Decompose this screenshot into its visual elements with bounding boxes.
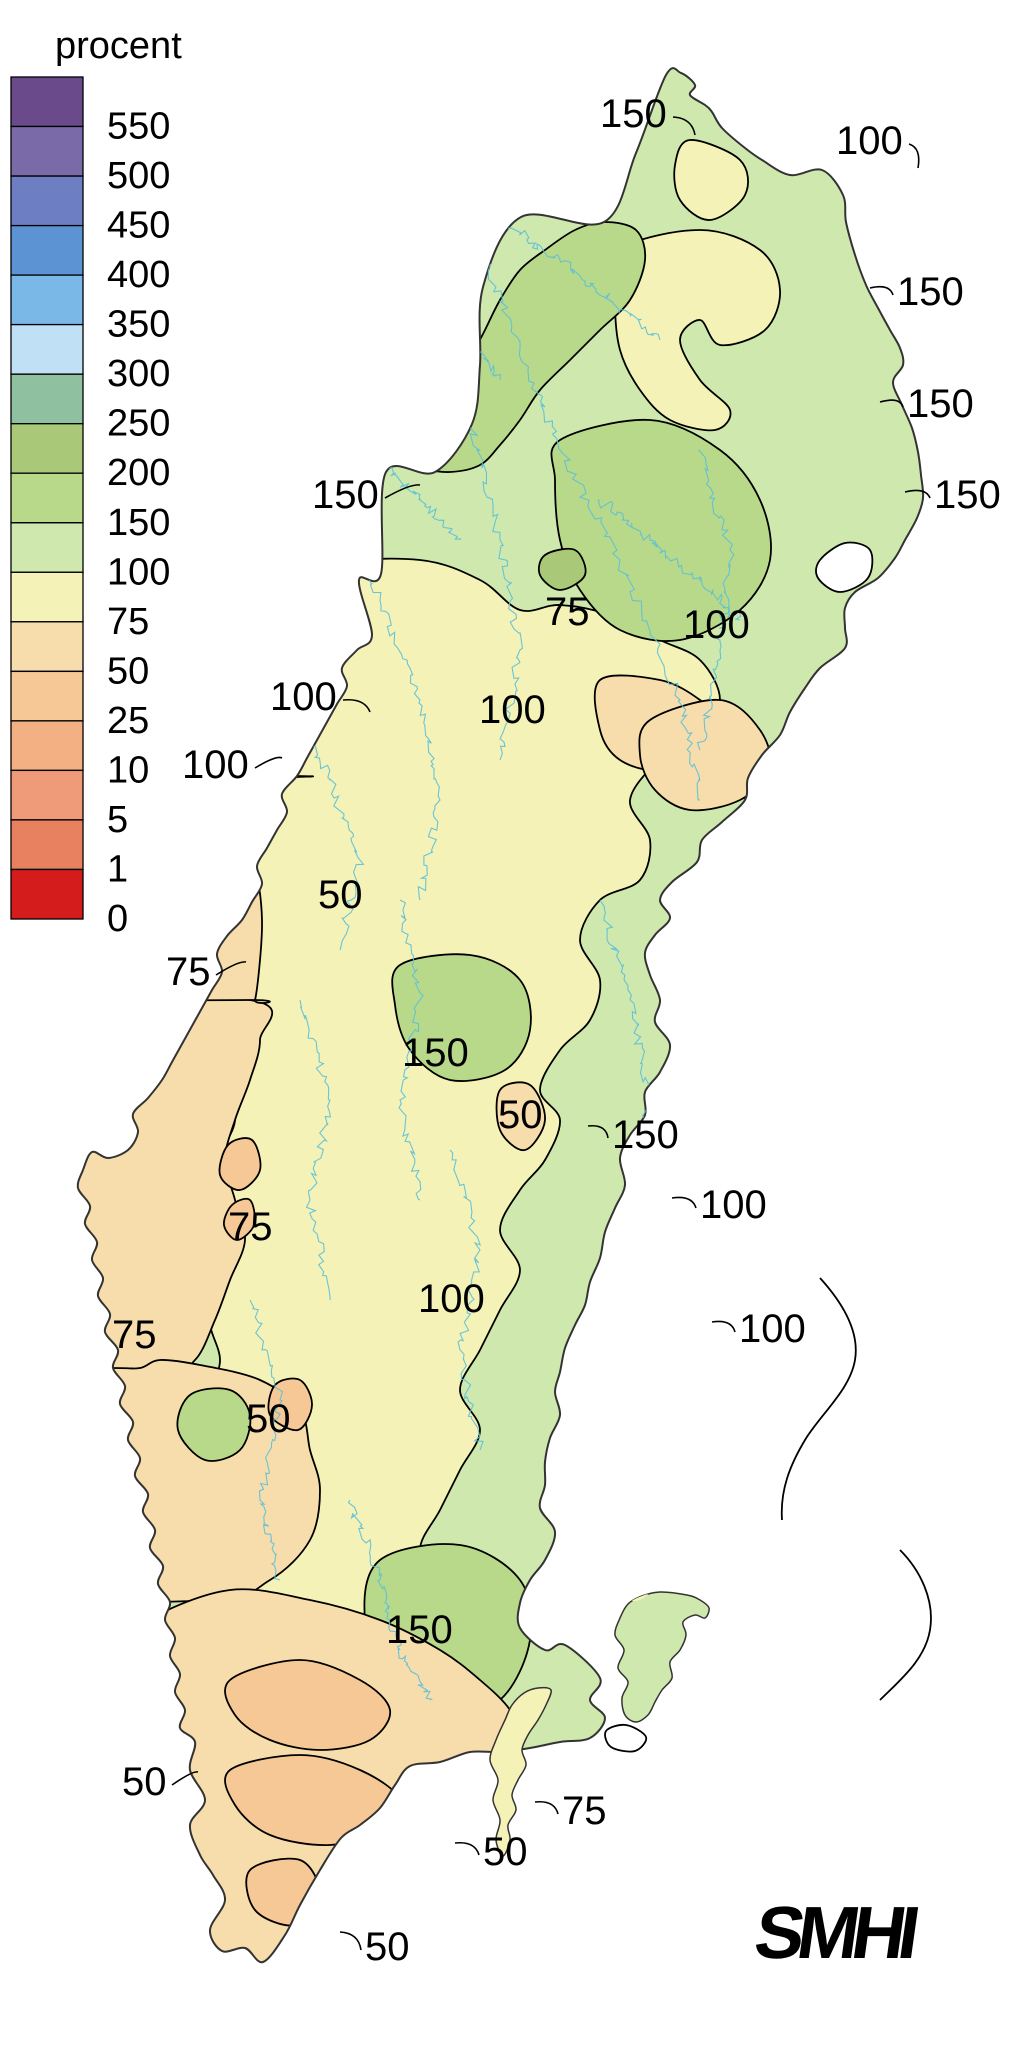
svg-text:100: 100 (270, 675, 337, 719)
svg-text:procent: procent (55, 25, 182, 67)
svg-text:75: 75 (107, 601, 149, 643)
svg-text:100: 100 (739, 1307, 806, 1351)
svg-text:10: 10 (107, 749, 149, 791)
svg-text:1: 1 (107, 849, 128, 891)
svg-text:100: 100 (836, 119, 903, 163)
svg-text:5: 5 (107, 799, 128, 841)
svg-text:450: 450 (107, 205, 170, 247)
svg-text:150: 150 (312, 473, 379, 517)
svg-text:0: 0 (107, 898, 128, 940)
svg-text:550: 550 (107, 106, 170, 148)
svg-text:100: 100 (418, 1277, 485, 1321)
svg-text:50: 50 (483, 1830, 528, 1874)
svg-text:50: 50 (107, 650, 149, 692)
svg-text:200: 200 (107, 452, 170, 494)
svg-text:75: 75 (545, 590, 590, 634)
svg-text:75: 75 (562, 1789, 607, 1833)
svg-text:300: 300 (107, 353, 170, 395)
svg-text:500: 500 (107, 155, 170, 197)
svg-text:150: 150 (107, 502, 170, 544)
svg-text:400: 400 (107, 254, 170, 296)
svg-text:100: 100 (107, 551, 170, 593)
svg-text:150: 150 (402, 1031, 469, 1075)
svg-text:100: 100 (700, 1183, 767, 1227)
svg-text:75: 75 (228, 1205, 273, 1249)
svg-text:75: 75 (112, 1313, 157, 1357)
svg-text:100: 100 (683, 603, 750, 647)
svg-text:50: 50 (122, 1760, 167, 1804)
svg-text:150: 150 (612, 1113, 679, 1157)
svg-text:50: 50 (246, 1397, 291, 1441)
svg-text:150: 150 (934, 473, 1001, 517)
svg-text:75: 75 (166, 950, 211, 994)
svg-text:100: 100 (479, 688, 546, 732)
svg-text:150: 150 (600, 92, 667, 136)
svg-text:150: 150 (386, 1608, 453, 1652)
svg-text:50: 50 (318, 873, 363, 917)
svg-text:SMHI: SMHI (750, 1891, 921, 1974)
svg-text:50: 50 (498, 1093, 543, 1137)
svg-text:150: 150 (897, 270, 964, 314)
svg-text:25: 25 (107, 700, 149, 742)
svg-text:150: 150 (907, 382, 974, 426)
svg-text:50: 50 (365, 1925, 410, 1969)
svg-text:250: 250 (107, 403, 170, 445)
svg-text:100: 100 (182, 743, 249, 787)
svg-text:350: 350 (107, 304, 170, 346)
